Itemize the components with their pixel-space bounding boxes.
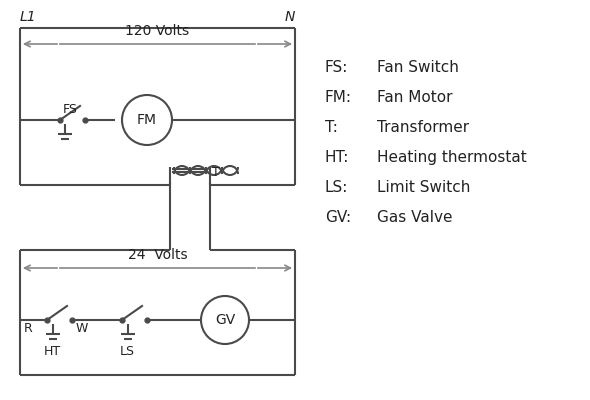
Text: Transformer: Transformer xyxy=(377,120,469,135)
Text: FS:: FS: xyxy=(325,60,348,75)
Text: Fan Motor: Fan Motor xyxy=(377,90,453,105)
Text: W: W xyxy=(76,322,88,335)
Text: GV: GV xyxy=(215,313,235,327)
Text: Fan Switch: Fan Switch xyxy=(377,60,459,75)
Text: Gas Valve: Gas Valve xyxy=(377,210,453,225)
Text: T:: T: xyxy=(325,120,338,135)
Text: HT:: HT: xyxy=(325,150,349,165)
Text: LS: LS xyxy=(120,345,135,358)
Text: 24  Volts: 24 Volts xyxy=(127,248,187,262)
Text: Heating thermostat: Heating thermostat xyxy=(377,150,527,165)
Text: LS:: LS: xyxy=(325,180,348,195)
Text: GV:: GV: xyxy=(325,210,351,225)
Text: T: T xyxy=(212,166,219,178)
Text: L1: L1 xyxy=(20,10,37,24)
Text: R: R xyxy=(24,322,33,335)
Text: N: N xyxy=(284,10,295,24)
Text: FM: FM xyxy=(137,113,157,127)
Text: FM:: FM: xyxy=(325,90,352,105)
Text: FS: FS xyxy=(63,103,78,116)
Text: HT: HT xyxy=(44,345,61,358)
Text: 120 Volts: 120 Volts xyxy=(126,24,189,38)
Text: Limit Switch: Limit Switch xyxy=(377,180,470,195)
